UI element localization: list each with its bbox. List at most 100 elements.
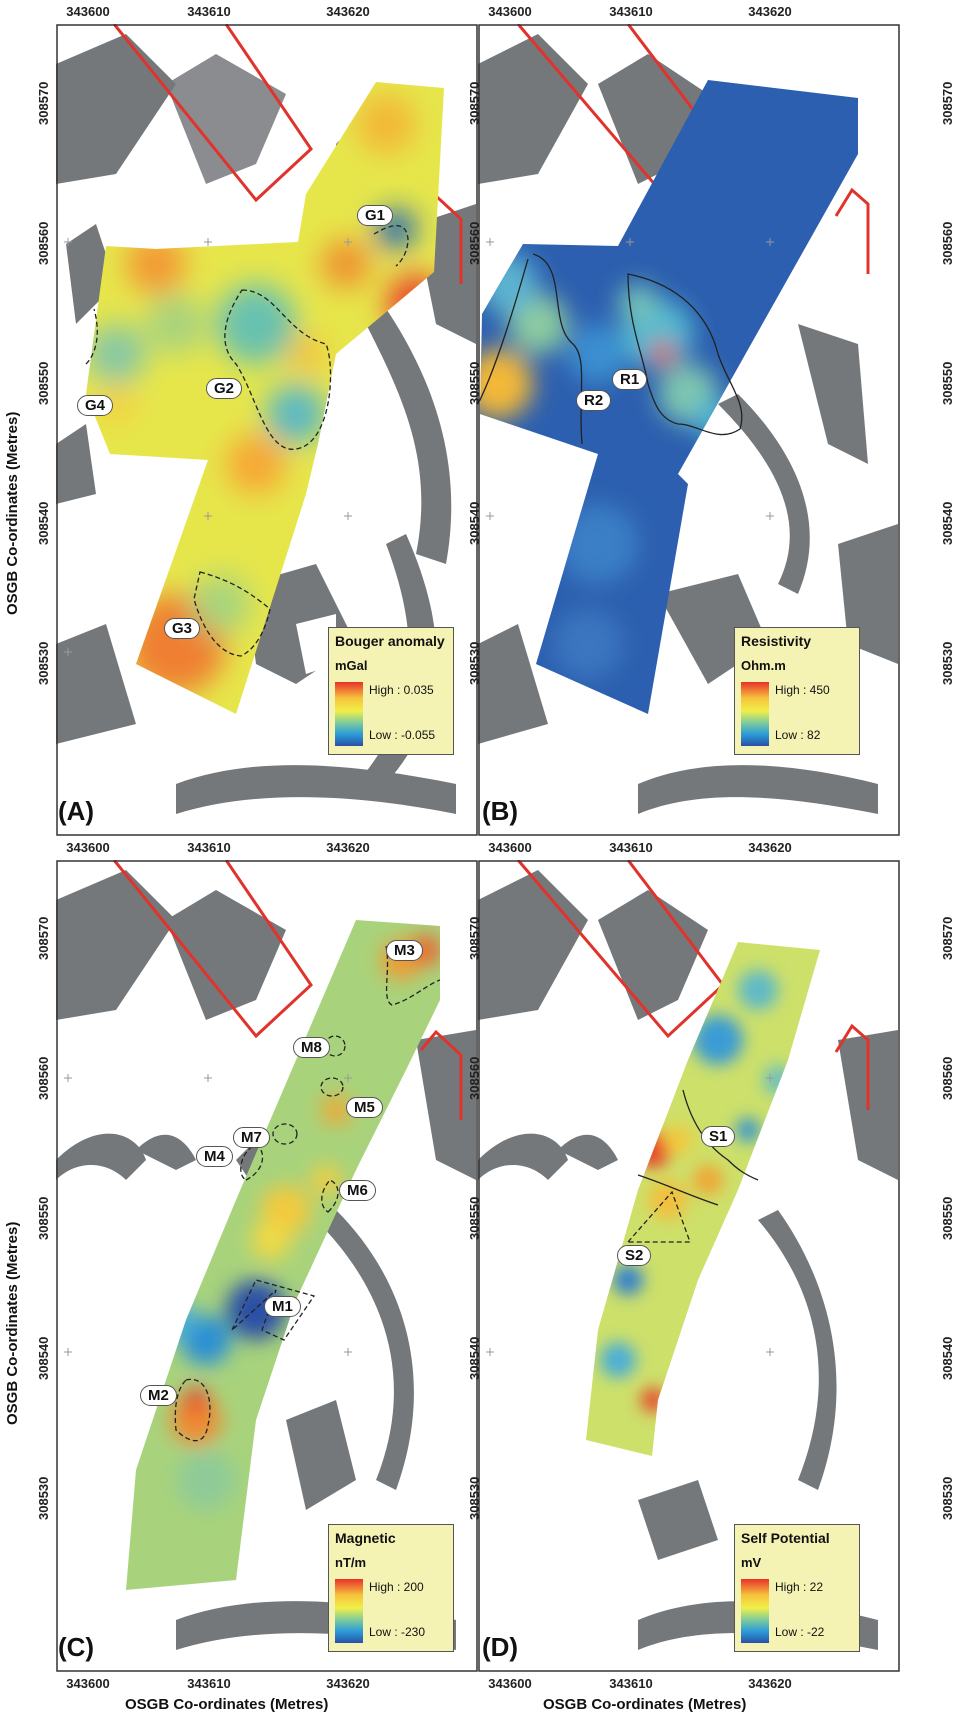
y-tick: 308530 [467,641,482,685]
legend-magnetic: Magnetic nT/m High : 200 Low : -230 [328,1524,454,1652]
legend-color-ramp [335,1579,363,1643]
x-tick: 343610 [609,1676,653,1691]
x-tick: 343620 [326,840,370,855]
panel-label-d: (D) [482,1632,519,1662]
y-tick: 308570 [36,916,51,960]
legend-title: Magnetic [335,1530,396,1546]
grid-crosses [486,238,774,520]
y-tick: 308540 [36,1336,51,1380]
annotation-m5: M5 [346,1097,383,1118]
y-tick: 308530 [467,1476,482,1520]
x-tick: 343600 [488,4,532,19]
map-b [478,24,900,836]
panel-bouger-anomaly: G1 G2 G3 G4 Bouger anomaly mGal High : 0… [56,24,478,836]
x-tick: 343610 [609,4,653,19]
annotation-r2: R2 [576,390,612,411]
map-d [478,860,900,1672]
annotation-m2: M2 [140,1385,177,1406]
legend-low: Low : -0.055 [369,728,436,742]
boundary-lines [516,860,870,1110]
annotation-m7: M7 [233,1127,270,1148]
y-tick: 308560 [36,221,51,265]
panel-magnetic: M1 M2 M3 M4 M5 M6 M7 M8 Magnetic nT/m Hi… [56,860,478,1672]
annotation-g2: G2 [206,378,243,399]
y-tick: 308530 [940,1476,955,1520]
legend-high: High : 0.035 [369,683,434,697]
annotation-g4: G4 [77,395,114,416]
legend-self-potential: Self Potential mV High : 22 Low : -22 [734,1524,860,1652]
annotation-m1: M1 [264,1296,301,1317]
x-tick: 343620 [326,4,370,19]
y-tick: 308540 [36,501,51,545]
legend-unit: mV [741,1555,762,1570]
legend-bouger: Bouger anomaly mGal High : 0.035 Low : -… [328,627,454,755]
x-tick: 343620 [326,1676,370,1691]
x-tick: 343620 [748,840,792,855]
legend-low: Low : 82 [775,728,821,742]
y-tick: 308550 [940,361,955,405]
x-axis-title-right: OSGB Co-ordinates (Metres) [543,1696,747,1713]
y-tick: 308550 [467,1196,482,1240]
y-tick: 308530 [940,641,955,685]
anomaly-outlines [85,224,409,657]
legend-high: High : 200 [369,1580,424,1594]
legend-unit: Ohm.m [741,658,786,673]
y-tick: 308560 [36,1056,51,1100]
grid-crosses [64,238,352,656]
legend-high: High : 22 [775,1580,824,1594]
y-tick: 308560 [940,1056,955,1100]
x-tick: 343600 [66,1676,110,1691]
annotation-m8: M8 [293,1037,330,1058]
x-tick: 343600 [488,840,532,855]
y-tick: 308540 [467,1336,482,1380]
panel-self-potential: S1 S2 Self Potential mV High : 22 Low : … [478,860,900,1672]
legend-color-ramp [741,1579,769,1643]
y-tick: 308540 [940,501,955,545]
legend-title: Resistivity [741,633,812,649]
y-tick: 308540 [467,501,482,545]
legend-color-ramp [335,682,363,746]
y-tick: 308570 [467,81,482,125]
x-tick: 343610 [187,840,231,855]
annotation-m3: M3 [386,940,423,961]
map-a [56,24,478,836]
annotation-g3: G3 [164,618,201,639]
panel-label-b: (B) [482,796,519,826]
x-tick: 343600 [488,1676,532,1691]
y-tick: 308560 [467,221,482,265]
y-tick: 308550 [467,361,482,405]
boundary-lines [112,860,463,1120]
legend-unit: mGal [335,658,368,673]
grid-crosses [486,1074,774,1356]
legend-unit: nT/m [335,1555,367,1570]
y-tick: 308550 [940,1196,955,1240]
x-tick: 343610 [187,4,231,19]
annotation-g1: G1 [357,205,394,226]
panel-label-a: (A) [58,796,95,826]
annotation-s1: S1 [701,1126,736,1147]
x-tick: 343620 [748,4,792,19]
x-tick: 343620 [748,1676,792,1691]
annotation-s2: S2 [617,1245,652,1266]
anomaly-outlines [626,1089,759,1243]
legend-title: Bouger anomaly [335,633,445,649]
y-axis-title-bottom: OSGB Co-ordinates (Metres) [4,1221,21,1425]
legend-high: High : 450 [775,683,830,697]
y-tick: 308560 [940,221,955,265]
y-tick: 308570 [940,81,955,125]
annotation-r1: R1 [612,369,648,390]
legend-low: Low : -22 [775,1625,825,1639]
panel-resistivity: R1 R2 Resistivity Ohm.m High : 450 Low :… [478,24,900,836]
annotation-m4: M4 [196,1146,233,1167]
legend-title: Self Potential [741,1530,830,1546]
y-tick: 308570 [36,81,51,125]
x-tick: 343600 [66,840,110,855]
x-axis-title-left: OSGB Co-ordinates (Metres) [125,1696,329,1713]
y-tick: 308530 [36,641,51,685]
y-axis-title-top: OSGB Co-ordinates (Metres) [4,411,21,615]
annotation-m6: M6 [339,1180,376,1201]
y-tick: 308570 [467,916,482,960]
y-tick: 308530 [36,1476,51,1520]
legend-low: Low : -230 [369,1625,426,1639]
y-tick: 308550 [36,361,51,405]
